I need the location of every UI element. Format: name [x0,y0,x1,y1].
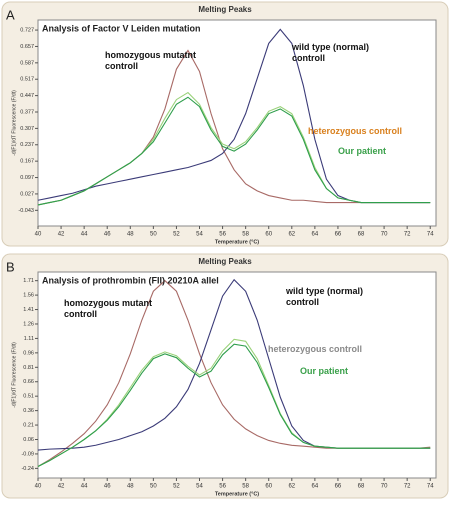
x-tick-label: 56 [219,232,226,238]
y-tick-label: -0.043 [18,208,34,214]
series-annotation: homozygous mutant controll [64,298,152,319]
y-tick-label: 0.447 [20,93,34,99]
series-annotation: Our patient [300,366,349,376]
x-tick-label: 50 [150,484,157,490]
series-annotation: heterozygous controll [308,126,403,136]
x-tick-label: 72 [404,232,411,238]
series-line [37,343,431,467]
series-name: heterozygous controll [268,344,363,354]
x-tick-label: 58 [242,232,249,238]
y-tick-label: 0.21 [23,423,34,429]
x-tick-label: 42 [58,484,65,490]
x-tick-label: 58 [242,484,249,490]
y-tick-label: 0.51 [23,394,34,400]
chart-title: Analysis of Factor V Leiden mutation [42,23,201,33]
series-name: homozygous mutatnt controll [105,50,196,71]
y-tick-label: 1.56 [23,293,34,299]
series-name: wild type (normal) controll [292,42,370,63]
x-tick-label: 70 [381,232,388,238]
y-tick-label: 1.11 [24,336,34,342]
x-tick-label: 48 [127,232,134,238]
y-tick-label: 0.96 [23,350,34,356]
x-tick-label: 52 [173,232,180,238]
y-tick-label: 0.307 [20,126,34,132]
series-line [37,96,431,206]
x-tick-label: 66 [335,232,342,238]
y-tick-label: 0.657 [20,44,34,50]
panel-header: Melting Peaks [198,257,252,266]
series-name: wild type (normal) controll [286,286,364,307]
x-tick-label: 74 [427,484,434,490]
x-tick-label: 70 [381,484,388,490]
x-tick-label: 72 [404,484,411,490]
x-tick-label: 40 [35,232,42,238]
y-axis-label: -d(F1)/dT Fluorescence (F/dt) [11,90,17,156]
y-tick-label: 1.71 [23,278,34,284]
y-tick-label: 0.36 [23,408,34,414]
y-tick-label: 0.727 [20,28,34,34]
y-tick-label: 0.237 [20,142,34,148]
y-tick-label: 0.66 [23,379,34,385]
y-tick-label: 0.517 [20,77,34,83]
series-name: Our patient [300,366,349,376]
x-tick-label: 60 [265,484,272,490]
y-axis-label: -d(F1)/dT Fluorescence (F/dt) [11,342,17,408]
y-tick-label: 0.097 [20,175,34,181]
x-tick-label: 68 [358,232,365,238]
x-axis-label: Temperature (°C) [215,239,259,245]
x-tick-label: 62 [288,484,295,490]
y-tick-label: 0.027 [20,191,34,197]
y-tick-label: 0.06 [23,437,34,443]
x-tick-label: 50 [150,232,157,238]
y-tick-label: 1.41 [23,307,34,313]
panel-header: Melting Peaks [198,5,252,14]
y-tick-label: -0.24 [21,466,34,472]
x-axis-label: Temperature (°C) [215,491,259,497]
series-name: Our patient [338,146,387,156]
panel-label: B [6,259,15,274]
x-tick-label: 44 [81,232,88,238]
y-tick-label: 1.26 [23,321,34,327]
x-tick-label: 68 [358,484,365,490]
x-tick-label: 60 [265,232,272,238]
x-tick-label: 62 [288,232,295,238]
x-tick-label: 40 [35,484,42,490]
y-tick-label: 0.587 [20,60,34,66]
chart-title: Analysis of prothrombin (FII) 20210A all… [42,275,219,285]
x-tick-label: 64 [312,232,319,238]
y-tick-label: 0.377 [20,109,34,115]
series-annotation: Our patient [338,146,387,156]
x-tick-label: 54 [196,484,203,490]
x-tick-label: 42 [58,232,65,238]
x-tick-label: 66 [335,484,342,490]
y-tick-label: 0.167 [20,159,34,165]
x-tick-label: 52 [173,484,180,490]
panel-label: A [6,7,15,22]
x-tick-label: 48 [127,484,134,490]
series-annotation: wild type (normal) controll [292,42,370,63]
series-annotation: homozygous mutatnt controll [105,50,196,71]
x-tick-label: 74 [427,232,434,238]
series-annotation: heterozygous controll [268,344,363,354]
series-name: homozygous mutant controll [64,298,152,319]
y-tick-label: -0.09 [21,451,34,457]
series-name: heterozygous controll [308,126,403,136]
series-annotation: wild type (normal) controll [286,286,364,307]
x-tick-label: 46 [104,232,111,238]
x-tick-label: 64 [312,484,319,490]
x-tick-label: 56 [219,484,226,490]
x-tick-label: 44 [81,484,88,490]
plot-area [37,19,437,227]
x-tick-label: 54 [196,232,203,238]
y-tick-label: 0.81 [23,365,34,371]
x-tick-label: 46 [104,484,111,490]
